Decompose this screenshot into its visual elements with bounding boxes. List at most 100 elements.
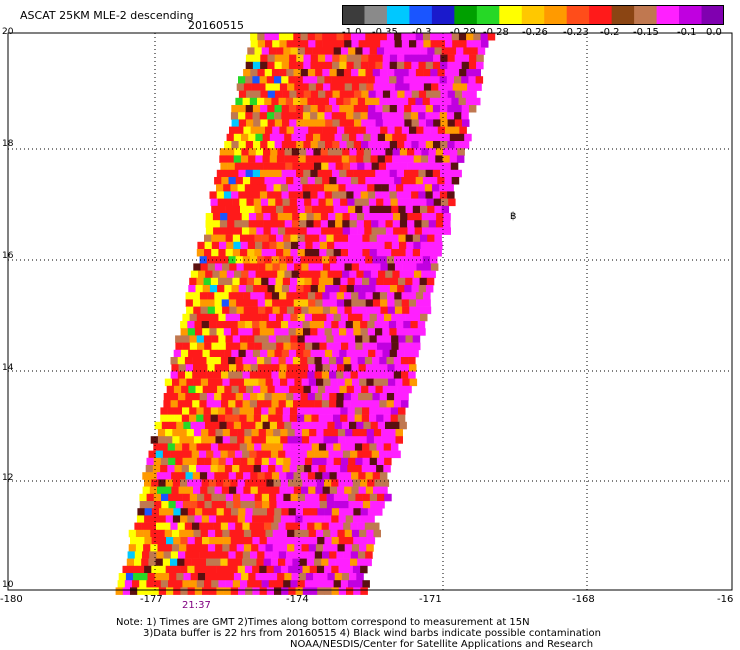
swath-cell xyxy=(338,321,346,329)
swath-cell xyxy=(172,479,181,487)
swath-cell xyxy=(184,450,192,459)
swath-cell xyxy=(264,371,272,379)
swath-cell xyxy=(229,544,237,552)
swath-cell xyxy=(160,465,168,473)
swath-cell xyxy=(309,515,318,523)
swath-cell xyxy=(292,213,300,221)
swath-cell xyxy=(437,33,445,41)
swath-cell xyxy=(409,83,417,91)
swath-cell xyxy=(324,479,332,487)
lat-tick-label: 16 xyxy=(2,251,14,261)
swath-cell xyxy=(199,371,207,379)
swath-cell xyxy=(456,155,465,163)
swath-cell xyxy=(329,299,338,307)
swath-cell xyxy=(252,61,261,70)
swath-cell xyxy=(117,580,126,588)
swath-cell xyxy=(353,587,361,595)
swath-cell xyxy=(296,105,304,113)
swath-cell xyxy=(280,184,289,192)
swath-cell xyxy=(269,501,277,509)
swath-cell xyxy=(459,83,468,91)
swath-cell xyxy=(219,148,228,156)
swath-cell xyxy=(434,234,442,243)
swath-cell xyxy=(322,177,330,185)
swath-cell xyxy=(338,515,346,523)
swath-cell xyxy=(417,184,426,192)
swath-cell xyxy=(351,292,359,300)
swath-cell xyxy=(367,321,375,329)
swath-cell xyxy=(244,515,253,523)
swath-cell xyxy=(196,335,205,343)
swath-cell xyxy=(361,54,369,63)
swath-cell xyxy=(199,522,207,531)
swath-cell xyxy=(240,241,249,250)
swath-cell xyxy=(293,33,301,41)
swath-cell xyxy=(279,292,287,300)
swath-cell xyxy=(319,580,327,588)
swath-cell xyxy=(451,177,460,185)
colorbar-segment xyxy=(656,5,680,25)
swath-cell xyxy=(366,83,374,91)
swath-cell xyxy=(282,414,291,423)
swath-cell xyxy=(350,177,359,185)
swath-cell xyxy=(192,551,200,559)
swath-cell xyxy=(316,565,325,574)
swath-cell xyxy=(337,544,345,552)
swath-cell xyxy=(307,400,315,408)
swath-cell xyxy=(476,54,484,63)
swath-cell xyxy=(435,220,444,228)
swath-cell xyxy=(354,198,362,207)
swath-cell xyxy=(275,407,284,415)
swath-cell xyxy=(288,587,296,595)
swath-cell xyxy=(376,205,385,214)
swath-cell xyxy=(260,349,268,358)
swath-cell xyxy=(165,479,174,487)
swath-cell xyxy=(346,76,354,84)
swath-cell xyxy=(286,292,294,300)
swath-cell xyxy=(356,270,364,279)
swath-cell xyxy=(283,580,291,588)
swath-cell xyxy=(313,270,321,279)
swath-cell xyxy=(272,544,281,552)
swath-cell xyxy=(241,133,249,142)
swath-cell xyxy=(291,155,299,163)
swath-cell xyxy=(377,342,385,351)
swath-cell xyxy=(153,443,161,451)
swath-cell xyxy=(361,414,370,423)
swath-cell xyxy=(337,378,346,387)
swath-cell xyxy=(410,184,418,192)
swath-cell xyxy=(266,479,274,487)
swath-cell xyxy=(347,465,355,473)
swath-cell xyxy=(454,54,463,63)
swath-cell xyxy=(284,148,293,156)
swath-cell xyxy=(384,155,393,163)
swath-cell xyxy=(329,33,337,41)
swath-cell xyxy=(361,285,369,293)
swath-cell xyxy=(430,69,438,77)
swath-cell xyxy=(375,328,383,336)
swath-cell xyxy=(157,529,165,538)
swath-cell xyxy=(148,558,156,567)
swath-cell xyxy=(321,227,329,235)
swath-cell xyxy=(326,501,335,509)
swath-cell xyxy=(206,522,214,531)
swath-cell xyxy=(372,522,380,531)
swath-cell xyxy=(272,486,280,495)
swath-cell xyxy=(427,234,435,243)
swath-cell xyxy=(235,522,243,531)
swath-cell xyxy=(268,443,276,451)
swath-cell xyxy=(179,436,187,444)
swath-cell xyxy=(454,112,462,120)
swath-cell xyxy=(469,54,477,63)
swath-cell xyxy=(250,33,258,41)
swath-cell xyxy=(242,393,251,401)
swath-cell xyxy=(284,220,293,228)
swath-cell xyxy=(314,522,322,531)
swath-cell xyxy=(294,529,302,538)
swath-cell xyxy=(355,342,363,351)
swath-cell xyxy=(244,429,252,437)
lat-tick-label: 12 xyxy=(2,473,14,483)
swath-cell xyxy=(216,169,225,178)
swath-cell xyxy=(373,378,382,387)
swath-cell xyxy=(156,551,164,559)
